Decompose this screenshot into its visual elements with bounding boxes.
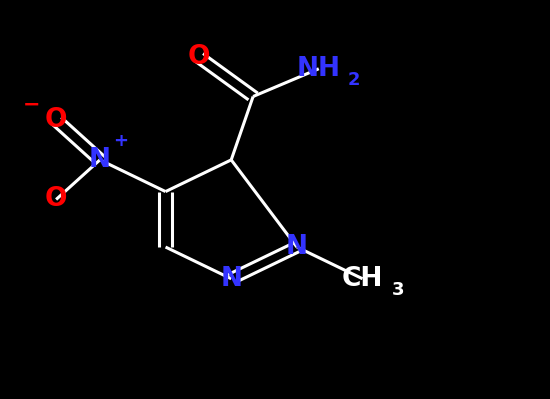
Text: NH: NH bbox=[297, 56, 341, 82]
Text: +: + bbox=[113, 132, 128, 150]
Text: 3: 3 bbox=[392, 281, 404, 299]
Text: N: N bbox=[220, 266, 242, 292]
Text: 2: 2 bbox=[348, 71, 361, 89]
Text: N: N bbox=[286, 234, 308, 260]
Text: CH: CH bbox=[342, 266, 383, 292]
Text: O: O bbox=[45, 186, 67, 213]
Text: O: O bbox=[187, 44, 210, 70]
Text: O: O bbox=[45, 107, 67, 133]
Text: −: − bbox=[23, 95, 40, 115]
Text: N: N bbox=[89, 147, 111, 173]
